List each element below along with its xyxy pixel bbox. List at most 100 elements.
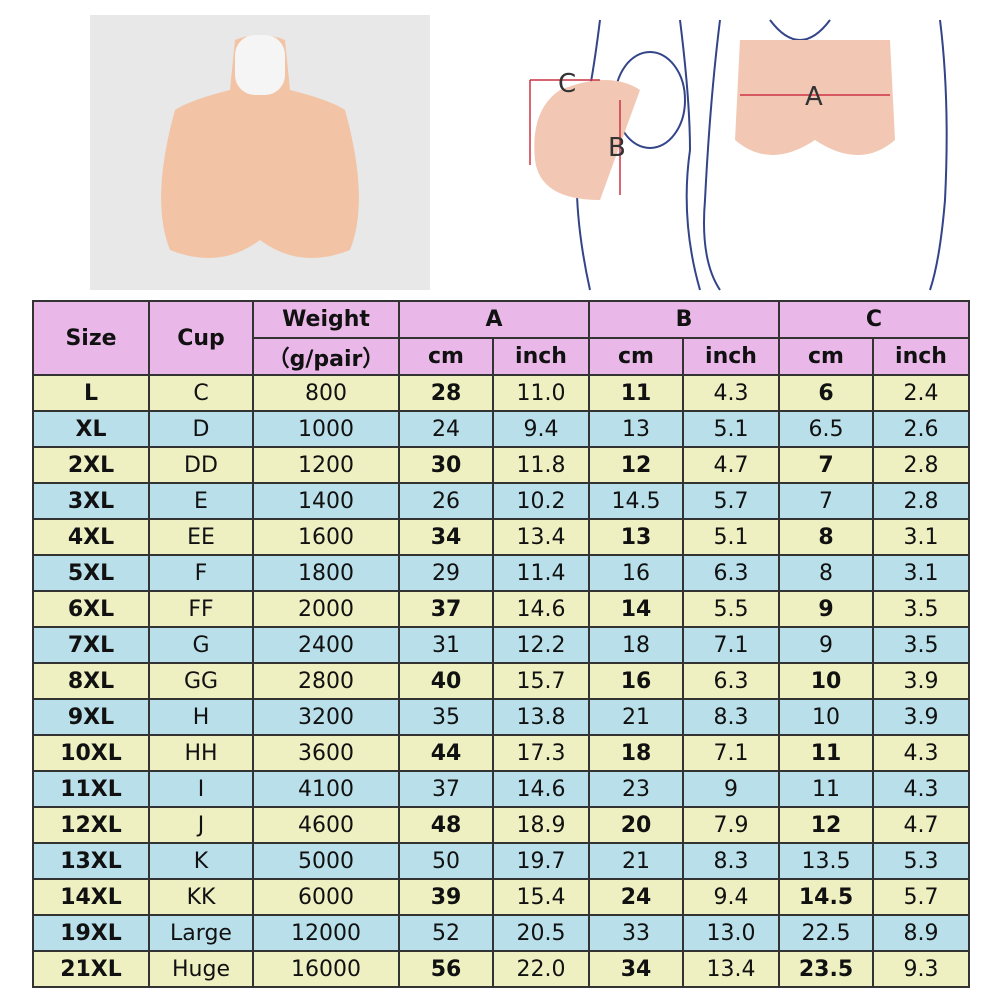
table-cell: 2.6 <box>872 410 970 448</box>
table-row: 7XL G 2400 31 12.2 18 7.1 9 3.5 <box>32 626 970 664</box>
table-cell: 21XL <box>32 950 150 988</box>
table-cell: HH <box>148 734 254 772</box>
table-cell: 6.5 <box>778 410 874 448</box>
table-cell: 6.3 <box>682 554 780 592</box>
table-cell: 13.4 <box>492 518 590 556</box>
table-cell: 52 <box>398 914 494 952</box>
table-cell: 6.3 <box>682 662 780 700</box>
header-cell: cm <box>588 337 684 376</box>
table-row: 10XL HH 3600 44 17.3 18 7.1 11 4.3 <box>32 734 970 772</box>
header-cell: C <box>778 300 970 339</box>
table-cell: 9.4 <box>682 878 780 916</box>
table-cell: 56 <box>398 950 494 988</box>
table-cell: 15.4 <box>492 878 590 916</box>
table-cell: 4.7 <box>682 446 780 484</box>
table-cell: 22.5 <box>778 914 874 952</box>
table-cell: 3.5 <box>872 590 970 628</box>
table-cell: 15.7 <box>492 662 590 700</box>
header-cell: Weight <box>252 300 400 339</box>
diagram-side <box>534 80 640 200</box>
table-cell: 30 <box>398 446 494 484</box>
table-cell: 16 <box>588 554 684 592</box>
table-cell: 1400 <box>252 482 400 520</box>
table-cell: 14.6 <box>492 770 590 808</box>
table-cell: 4100 <box>252 770 400 808</box>
table-cell: 31 <box>398 626 494 664</box>
table-cell: 2XL <box>32 446 150 484</box>
table-cell: 4.3 <box>872 734 970 772</box>
table-cell: 24 <box>588 878 684 916</box>
table-cell: 10 <box>778 698 874 736</box>
images: C B A <box>90 15 948 291</box>
table-cell: 2.8 <box>872 482 970 520</box>
table-cell: 12XL <box>32 806 150 844</box>
table-cell: 3.5 <box>872 626 970 664</box>
header-cell: cm <box>778 337 874 376</box>
table-cell: 13.4 <box>682 950 780 988</box>
table-cell: 18 <box>588 734 684 772</box>
table-cell: 5000 <box>252 842 400 880</box>
table-cell: 1000 <box>252 410 400 448</box>
table-row: 11XL I 4100 37 14.6 23 9 11 4.3 <box>32 770 970 808</box>
table-cell: 2800 <box>252 662 400 700</box>
table-cell: F <box>148 554 254 592</box>
table-cell: J <box>148 806 254 844</box>
table-cell: 1200 <box>252 446 400 484</box>
table-cell: 5.7 <box>682 482 780 520</box>
table-row: 13XL K 5000 50 19.7 21 8.3 13.5 5.3 <box>32 842 970 880</box>
table-cell: E <box>148 482 254 520</box>
table-cell: 48 <box>398 806 494 844</box>
table-row: XL D 1000 24 9.4 13 5.1 6.5 2.6 <box>32 410 970 448</box>
table-cell: 39 <box>398 878 494 916</box>
table-cell: G <box>148 626 254 664</box>
table-cell: 6 <box>778 374 874 412</box>
table-cell: 16 <box>588 662 684 700</box>
table-cell: 13.8 <box>492 698 590 736</box>
table-cell: 2400 <box>252 626 400 664</box>
table-row: 5XL F 1800 29 11.4 16 6.3 8 3.1 <box>32 554 970 592</box>
table-cell: 9 <box>778 626 874 664</box>
table-cell: 9.4 <box>492 410 590 448</box>
table-cell: 3200 <box>252 698 400 736</box>
table-cell: 50 <box>398 842 494 880</box>
header-cell: Cup <box>148 300 254 376</box>
table-cell: 22.0 <box>492 950 590 988</box>
table-cell: 4.3 <box>682 374 780 412</box>
table-row: 19XL Large 12000 52 20.5 33 13.0 22.5 8.9 <box>32 914 970 952</box>
table-cell: 5.5 <box>682 590 780 628</box>
table-cell: 29 <box>398 554 494 592</box>
table-cell: 3600 <box>252 734 400 772</box>
table-cell: 4.7 <box>872 806 970 844</box>
table-cell: 26 <box>398 482 494 520</box>
table-cell: 33 <box>588 914 684 952</box>
table-cell: 12 <box>778 806 874 844</box>
label-b: B <box>608 133 626 163</box>
table-cell: 11.8 <box>492 446 590 484</box>
table-cell: H <box>148 698 254 736</box>
table-cell: 14.6 <box>492 590 590 628</box>
table-cell: L <box>32 374 150 412</box>
table-cell: FF <box>148 590 254 628</box>
table-cell: 13 <box>588 410 684 448</box>
label-c: C <box>558 69 576 99</box>
table-cell: 14XL <box>32 878 150 916</box>
table-cell: 5.7 <box>872 878 970 916</box>
table-cell: 23.5 <box>778 950 874 988</box>
table-cell: 14.5 <box>588 482 684 520</box>
table-cell: 1800 <box>252 554 400 592</box>
table-cell: 19.7 <box>492 842 590 880</box>
table-cell: 11.0 <box>492 374 590 412</box>
table-cell: 7.1 <box>682 626 780 664</box>
table-cell: 13.5 <box>778 842 874 880</box>
table-cell: 7 <box>778 446 874 484</box>
table-row: 2XL DD 1200 30 11.8 12 4.7 7 2.8 <box>32 446 970 484</box>
size-table: Size Cup Weight A B C （g/pair） cm inch c… <box>32 300 970 988</box>
table-cell: 40 <box>398 662 494 700</box>
table-row: 6XL FF 2000 37 14.6 14 5.5 9 3.5 <box>32 590 970 628</box>
table-cell: 24 <box>398 410 494 448</box>
table-cell: D <box>148 410 254 448</box>
table-cell: 11 <box>778 734 874 772</box>
table-cell: 9XL <box>32 698 150 736</box>
table-cell: 20 <box>588 806 684 844</box>
table-cell: 12000 <box>252 914 400 952</box>
